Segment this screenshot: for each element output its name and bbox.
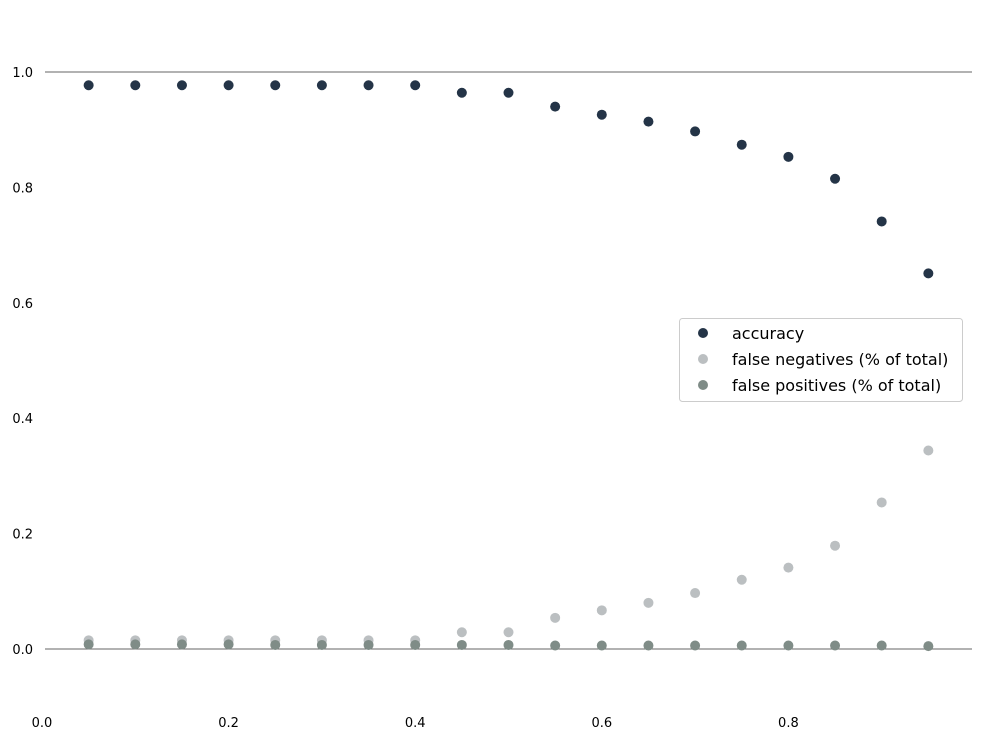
data-point <box>363 639 374 650</box>
data-point <box>923 445 934 456</box>
data-point <box>223 80 234 91</box>
series-1-points <box>83 445 934 646</box>
data-point <box>503 627 514 638</box>
data-point <box>876 216 887 227</box>
x-tick-label: 0.2 <box>218 716 239 731</box>
y-tick-label: 0.6 <box>12 297 33 312</box>
data-point <box>830 173 841 184</box>
data-point <box>643 116 654 127</box>
data-point <box>736 640 747 651</box>
data-point <box>550 612 561 623</box>
legend-label: false negatives (% of total) <box>732 350 948 369</box>
data-point <box>270 639 281 650</box>
data-point <box>176 639 187 650</box>
data-point <box>783 562 794 573</box>
y-axis-tick-labels: 0.0 0.2 0.4 0.6 0.8 1.0 <box>12 66 33 658</box>
x-tick-label: 0.0 <box>32 716 53 731</box>
x-tick-label: 0.8 <box>778 716 799 731</box>
data-point <box>176 80 187 91</box>
data-point <box>643 640 654 651</box>
legend-frame <box>679 318 963 402</box>
data-point <box>83 80 94 91</box>
series-0-points <box>83 80 934 279</box>
data-point <box>503 87 514 98</box>
x-axis-tick-labels: 0.0 0.2 0.4 0.6 0.8 <box>32 716 799 731</box>
y-tick-label: 0.4 <box>12 412 33 427</box>
data-point <box>363 80 374 91</box>
data-point <box>130 80 141 91</box>
data-point <box>316 639 327 650</box>
data-point <box>783 640 794 651</box>
data-point <box>876 640 887 651</box>
data-point <box>736 574 747 585</box>
y-tick-label: 1.0 <box>12 66 33 81</box>
data-point <box>270 80 281 91</box>
data-point <box>503 639 514 650</box>
data-point <box>736 139 747 150</box>
data-point <box>923 268 934 279</box>
data-point <box>550 640 561 651</box>
legend-marker <box>698 354 708 364</box>
data-point <box>783 151 794 162</box>
legend-marker <box>698 380 708 390</box>
data-point <box>456 87 467 98</box>
legend: accuracy false negatives (% of total) fals… <box>679 318 963 402</box>
data-point <box>923 641 934 652</box>
data-point <box>130 639 141 650</box>
data-points <box>83 80 934 652</box>
legend-marker <box>698 328 708 338</box>
data-point <box>690 640 701 651</box>
data-point <box>596 640 607 651</box>
y-tick-label: 0.2 <box>12 528 33 543</box>
data-point <box>876 497 887 508</box>
data-point <box>596 109 607 120</box>
data-point <box>550 101 561 112</box>
y-tick-label: 0.0 <box>12 643 33 658</box>
series-2-points <box>83 639 934 652</box>
data-point <box>410 639 421 650</box>
legend-label: accuracy <box>732 324 804 343</box>
y-tick-label: 0.8 <box>12 181 33 196</box>
data-point <box>456 627 467 638</box>
data-point <box>830 640 841 651</box>
data-point <box>690 588 701 599</box>
x-tick-label: 0.4 <box>405 716 426 731</box>
data-point <box>83 639 94 650</box>
data-point <box>456 639 467 650</box>
legend-label: false positives (% of total) <box>732 376 941 395</box>
data-point <box>410 80 421 91</box>
data-point <box>596 605 607 616</box>
data-point <box>316 80 327 91</box>
data-point <box>830 540 841 551</box>
data-point <box>223 639 234 650</box>
data-point <box>643 597 654 608</box>
data-point <box>690 126 701 137</box>
x-tick-label: 0.6 <box>591 716 612 731</box>
